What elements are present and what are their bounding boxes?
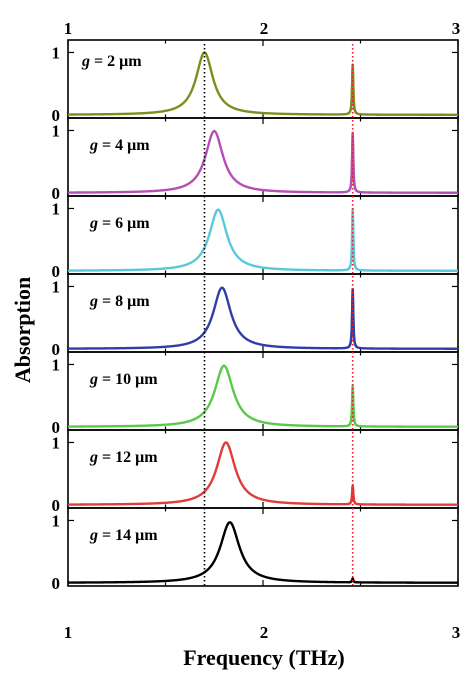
panel-label-variable: g bbox=[89, 527, 98, 544]
panel-label: g = 6 μm bbox=[89, 215, 150, 232]
top-tick-label: 2 bbox=[260, 19, 269, 38]
y-tick-label: 1 bbox=[52, 121, 61, 140]
series-line bbox=[67, 364, 459, 428]
panel-label-variable: g bbox=[89, 371, 98, 388]
y-tick-label: 0 bbox=[52, 418, 61, 437]
panel-label-value: = 6 μm bbox=[98, 215, 150, 232]
y-tick-label: 1 bbox=[52, 433, 61, 452]
panel-frame bbox=[67, 429, 459, 509]
y-tick-label: 1 bbox=[52, 511, 61, 530]
panel-label: g = 10 μm bbox=[89, 371, 158, 388]
panel-label-variable: g bbox=[89, 449, 98, 466]
panel-label: g = 8 μm bbox=[89, 293, 150, 310]
panel: 0 1 g = 14 μm bbox=[52, 507, 459, 593]
series-line bbox=[67, 129, 459, 194]
panel-label: g = 2 μm bbox=[81, 53, 142, 70]
sharp-peak-line bbox=[346, 484, 359, 506]
panel: 0 1 g = 10 μm bbox=[52, 351, 459, 437]
panel-label-variable: g bbox=[81, 53, 90, 70]
panel-label-variable: g bbox=[89, 215, 98, 232]
panel-label-value: = 2 μm bbox=[90, 53, 142, 70]
panel-label-value: = 10 μm bbox=[98, 371, 158, 388]
panel-frame bbox=[67, 117, 459, 197]
y-axis-title: Absorption bbox=[10, 277, 35, 383]
panel: 0 1 g = 4 μm bbox=[52, 117, 459, 203]
top-tick-label: 3 bbox=[452, 19, 461, 38]
panel: 0 1 g = 8 μm bbox=[52, 273, 459, 359]
x-axis-title: Frequency (THz) bbox=[183, 645, 345, 670]
bottom-tick-label: 3 bbox=[452, 623, 461, 642]
panel-frame bbox=[67, 195, 459, 275]
series-line bbox=[67, 208, 459, 272]
panel-frame bbox=[67, 507, 459, 587]
series-line bbox=[67, 521, 459, 584]
y-tick-label: 0 bbox=[52, 574, 61, 593]
series-line bbox=[67, 51, 459, 116]
sharp-peak-line bbox=[346, 577, 359, 584]
panel-label: g = 4 μm bbox=[89, 137, 150, 154]
y-tick-label: 1 bbox=[52, 199, 61, 218]
y-tick-label: 0 bbox=[52, 496, 61, 515]
panel-label-value: = 12 μm bbox=[98, 449, 158, 466]
series-line bbox=[67, 441, 459, 506]
panel-frame bbox=[67, 351, 459, 431]
y-tick-label: 1 bbox=[52, 277, 61, 296]
panel-label-value: = 4 μm bbox=[98, 137, 150, 154]
y-tick-label: 0 bbox=[52, 340, 61, 359]
top-tick-label: 1 bbox=[64, 19, 73, 38]
series-line bbox=[67, 286, 459, 350]
panel: 0 1 g = 6 μm bbox=[52, 195, 459, 281]
y-tick-label: 0 bbox=[52, 184, 61, 203]
panel-label: g = 14 μm bbox=[89, 527, 158, 544]
panel-label-variable: g bbox=[89, 137, 98, 154]
sharp-peak-line bbox=[346, 384, 359, 427]
sharp-peak-line bbox=[346, 132, 359, 193]
y-tick-label: 1 bbox=[52, 43, 61, 62]
panel-label: g = 12 μm bbox=[89, 449, 158, 466]
panel-label-value: = 14 μm bbox=[98, 527, 158, 544]
panel: 0 1 g = 12 μm bbox=[52, 429, 459, 515]
top-tick-labels: 1 2 3 bbox=[64, 19, 461, 38]
bottom-tick-labels: 1 2 3 bbox=[64, 623, 461, 642]
y-tick-label: 0 bbox=[52, 262, 61, 281]
bottom-tick-label: 1 bbox=[64, 623, 73, 642]
y-tick-label: 0 bbox=[52, 106, 61, 125]
panel-frame bbox=[67, 273, 459, 353]
panel-frame bbox=[67, 39, 459, 119]
bottom-tick-label: 2 bbox=[260, 623, 269, 642]
panel-label-value: = 8 μm bbox=[98, 293, 150, 310]
y-tick-label: 1 bbox=[52, 355, 61, 374]
panel: 0 1 g = 2 μm bbox=[52, 39, 459, 125]
panel-label-variable: g bbox=[89, 293, 98, 310]
sharp-peak-line bbox=[346, 287, 359, 349]
